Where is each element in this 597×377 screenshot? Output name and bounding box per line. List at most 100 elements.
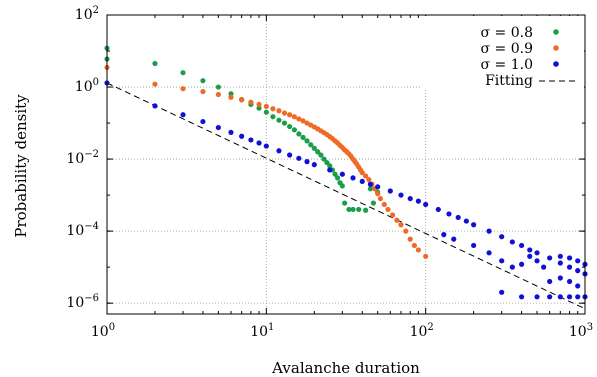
data-point xyxy=(339,171,345,177)
x-tick-label: 101 xyxy=(250,322,274,340)
data-point xyxy=(315,149,321,155)
data-point xyxy=(152,81,158,87)
x-tick-base: 10 xyxy=(410,324,428,340)
data-point xyxy=(296,131,302,137)
data-point xyxy=(281,120,288,126)
y-tick-exponent: −6 xyxy=(84,293,99,304)
y-tick-label: 10−2 xyxy=(66,149,99,167)
data-point xyxy=(287,123,293,130)
data-point xyxy=(394,217,400,223)
data-point xyxy=(152,60,158,67)
data-point xyxy=(215,124,221,131)
data-point xyxy=(321,156,327,162)
data-point xyxy=(387,188,393,194)
data-point xyxy=(435,206,441,213)
data-point xyxy=(180,112,186,118)
data-point xyxy=(566,264,573,270)
data-point xyxy=(346,206,352,213)
y-tick-label: 102 xyxy=(75,5,99,23)
data-point xyxy=(451,236,457,242)
data-point xyxy=(518,242,525,249)
data-point xyxy=(287,112,293,118)
data-point xyxy=(248,99,254,105)
data-point xyxy=(446,211,452,217)
data-point xyxy=(366,176,372,183)
data-point xyxy=(276,117,282,123)
data-point xyxy=(256,101,262,107)
data-point xyxy=(499,258,505,264)
data-point xyxy=(339,183,345,189)
data-point xyxy=(263,103,269,110)
y-tick-label: 100 xyxy=(75,77,99,95)
data-point xyxy=(463,218,469,224)
data-point xyxy=(256,105,262,111)
data-point xyxy=(363,173,369,179)
data-point xyxy=(248,137,254,143)
data-point xyxy=(363,207,369,213)
data-point xyxy=(575,294,581,300)
x-tick-label: 103 xyxy=(569,322,593,340)
data-point xyxy=(471,242,477,249)
x-tick-labels: 100 101 102 103 xyxy=(91,322,593,340)
x-tick-exponent: 0 xyxy=(109,322,115,333)
data-point xyxy=(389,212,396,218)
data-point xyxy=(270,106,276,112)
data-point xyxy=(318,152,324,158)
data-point xyxy=(541,264,547,270)
data-point xyxy=(398,192,404,198)
y-tick-exponent: 2 xyxy=(93,5,99,16)
data-point xyxy=(291,114,297,120)
data-point xyxy=(304,138,310,144)
y-tick-base: 10 xyxy=(66,295,84,311)
data-point xyxy=(287,152,293,158)
data-point xyxy=(256,140,262,146)
data-point xyxy=(270,114,276,120)
y-tick-base: 10 xyxy=(66,223,84,239)
data-point xyxy=(486,250,492,256)
x-tick-exponent: 2 xyxy=(427,322,433,333)
x-tick-base: 10 xyxy=(250,324,268,340)
legend-marker xyxy=(553,29,559,35)
data-point xyxy=(566,294,573,300)
data-point xyxy=(377,195,384,202)
series-2 xyxy=(104,80,588,300)
x-tick-label: 102 xyxy=(410,322,434,340)
data-point xyxy=(350,206,356,213)
series-1 xyxy=(104,64,429,259)
data-point xyxy=(518,261,525,267)
data-point xyxy=(575,268,581,274)
data-point xyxy=(180,86,186,92)
data-point xyxy=(423,253,429,259)
data-point xyxy=(415,198,421,204)
data-point xyxy=(407,195,413,202)
data-point xyxy=(276,108,282,114)
legend-label: σ = 0.8 xyxy=(481,25,533,41)
data-point xyxy=(411,242,418,249)
series-fitting xyxy=(106,82,586,310)
data-point xyxy=(263,143,269,149)
data-point xyxy=(342,200,348,206)
data-point xyxy=(327,163,333,169)
data-point xyxy=(547,255,553,261)
legend-label: σ = 0.9 xyxy=(481,41,533,57)
data-point xyxy=(239,133,245,139)
data-point xyxy=(367,186,374,192)
data-point xyxy=(291,127,297,133)
data-point xyxy=(311,162,317,168)
data-point xyxy=(518,294,525,300)
data-point xyxy=(415,247,421,253)
y-tick-base: 10 xyxy=(75,79,93,95)
series-points xyxy=(104,45,588,300)
data-point xyxy=(375,184,381,190)
data-point xyxy=(281,110,288,116)
y-tick-exponent: −2 xyxy=(84,149,99,160)
data-point xyxy=(332,171,338,177)
data-point xyxy=(367,181,374,187)
data-point xyxy=(547,278,553,285)
data-point xyxy=(534,258,540,264)
data-point xyxy=(370,200,377,206)
data-point xyxy=(441,232,447,238)
